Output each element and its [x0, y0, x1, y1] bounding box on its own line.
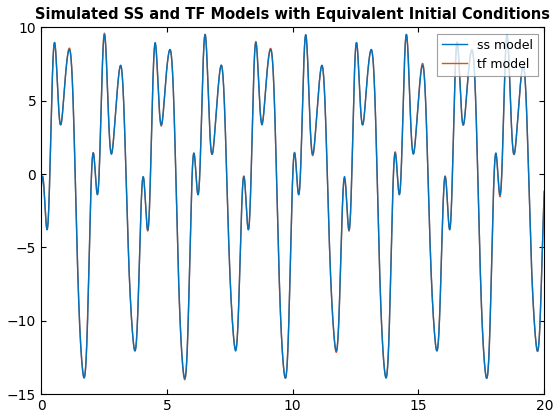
ss model	[501, 95, 507, 100]
tf model	[501, 97, 507, 102]
ss model	[277, 307, 284, 312]
tf model	[526, 189, 533, 194]
ss model	[403, 32, 410, 37]
Line: ss model: ss model	[41, 34, 544, 378]
tf model	[404, 34, 410, 39]
tf model	[249, 108, 256, 113]
tf model	[277, 310, 284, 315]
ss model	[81, 375, 87, 381]
ss model	[249, 113, 256, 118]
tf model	[541, 189, 548, 194]
ss model	[526, 188, 533, 193]
Line: tf model: tf model	[41, 33, 544, 380]
Title: Simulated SS and TF Models with Equivalent Initial Conditions: Simulated SS and TF Models with Equivale…	[35, 7, 550, 22]
ss model	[404, 34, 410, 39]
ss model	[541, 189, 548, 194]
Legend: ss model, tf model: ss model, tf model	[437, 34, 538, 76]
tf model	[101, 31, 108, 36]
tf model	[181, 377, 188, 382]
ss model	[38, 189, 44, 194]
ss model	[253, 45, 260, 50]
tf model	[38, 189, 44, 194]
tf model	[253, 45, 260, 50]
